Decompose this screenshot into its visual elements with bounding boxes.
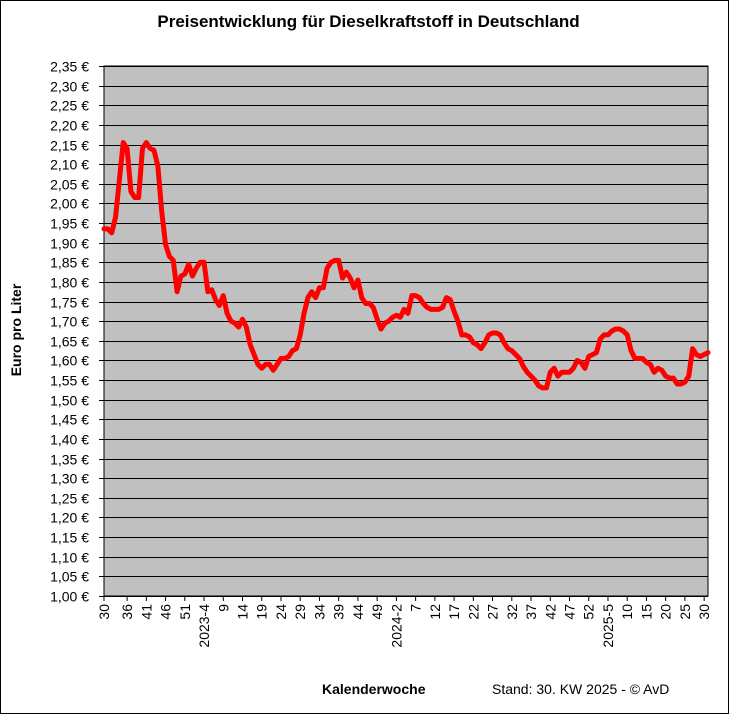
- y-tick-label: 1,35 €: [50, 452, 89, 468]
- y-tick-label: 1,90 €: [50, 236, 89, 252]
- x-tick-label: 52: [581, 604, 597, 620]
- y-tick-label: 1,40 €: [50, 432, 89, 448]
- y-tick-label: 1,00 €: [50, 589, 89, 605]
- y-axis-ticks: 1,00 € 1,05 € 1,10 € 1,15 € 1,20 € 1,25 € 1,30…: [50, 59, 104, 605]
- x-tick-label: 41: [138, 604, 154, 620]
- x-tick-label: 46: [158, 604, 174, 620]
- x-tick-label: 20: [658, 604, 674, 620]
- x-tick-label: 17: [446, 604, 462, 620]
- y-tick-label: 1,20 €: [50, 510, 89, 526]
- x-axis-label: Kalenderwoche: [322, 681, 426, 697]
- y-tick-label: 1,95 €: [50, 216, 89, 232]
- x-tick-label: 19: [254, 604, 270, 620]
- y-tick-label: 1,85 €: [50, 255, 89, 271]
- y-tick-label: 1,45 €: [50, 412, 89, 428]
- x-tick-label: 27: [485, 604, 501, 620]
- data-status-note: Stand: 30. KW 2025 - © AvD: [492, 681, 670, 697]
- y-tick-label: 2,05 €: [50, 177, 89, 193]
- x-tick-label: 39: [331, 604, 347, 620]
- y-tick-label: 1,55 €: [50, 373, 89, 389]
- y-tick-label: 1,75 €: [50, 295, 89, 311]
- x-tick-label: 36: [119, 604, 135, 620]
- x-tick-label: 22: [465, 604, 481, 620]
- x-tick-label: 15: [638, 604, 654, 620]
- y-tick-label: 1,30 €: [50, 471, 89, 487]
- x-tick-label: 29: [292, 604, 308, 620]
- x-tick-label: 25: [677, 604, 693, 620]
- y-tick-label: 1,05 €: [50, 569, 89, 585]
- x-tick-label: 49: [369, 604, 385, 620]
- y-tick-label: 2,35 €: [50, 59, 89, 75]
- y-tick-label: 2,30 €: [50, 79, 89, 95]
- x-tick-label: 37: [523, 604, 539, 620]
- y-tick-label: 1,70 €: [50, 314, 89, 330]
- x-tick-label: 9: [215, 604, 231, 612]
- series-group: [101, 140, 711, 391]
- x-tick-label: 2024-2: [388, 604, 404, 648]
- x-tick-label: 32: [504, 604, 520, 620]
- y-tick-label: 1,80 €: [50, 275, 89, 291]
- x-tick-label: 30: [696, 604, 712, 620]
- y-tick-label: 1,15 €: [50, 530, 89, 546]
- y-tick-label: 2,00 €: [50, 196, 89, 212]
- y-tick-label: 2,10 €: [50, 157, 89, 173]
- x-tick-label: 34: [311, 604, 327, 620]
- x-tick-label: 10: [619, 604, 635, 620]
- plot-area: [103, 65, 709, 597]
- x-tick-label: 2025-5: [600, 604, 616, 648]
- x-tick-label: 42: [542, 604, 558, 620]
- x-tick-label: 7: [408, 604, 424, 612]
- x-tick-label: 47: [562, 604, 578, 620]
- x-tick-label: 44: [350, 604, 366, 620]
- y-tick-label: 1,65 €: [50, 334, 89, 350]
- plot-background: [103, 65, 709, 597]
- y-tick-label: 2,25 €: [50, 98, 89, 114]
- y-tick-label: 1,25 €: [50, 491, 89, 507]
- x-tick-label: 12: [427, 604, 443, 620]
- x-tick-label: 2023-4: [196, 604, 212, 648]
- y-tick-label: 1,50 €: [50, 393, 89, 409]
- x-tick-label: 14: [234, 604, 250, 620]
- y-tick-label: 2,15 €: [50, 138, 89, 154]
- y-tick-label: 1,10 €: [50, 550, 89, 566]
- x-axis-ticks: 30 36 41 46 51 2023-4 9 14 19 24 29 34 39 44 49 2024-2 7…: [96, 595, 712, 648]
- y-tick-label: 1,60 €: [50, 353, 89, 369]
- y-tick-label: 2,20 €: [50, 118, 89, 134]
- chart-title: Preisentwicklung für Dieselkraftstoff in…: [157, 12, 580, 31]
- x-tick-label: 51: [177, 604, 193, 620]
- x-tick-label: 30: [96, 604, 112, 620]
- series-line-diesel: [101, 140, 711, 391]
- x-tick-label: 24: [273, 604, 289, 620]
